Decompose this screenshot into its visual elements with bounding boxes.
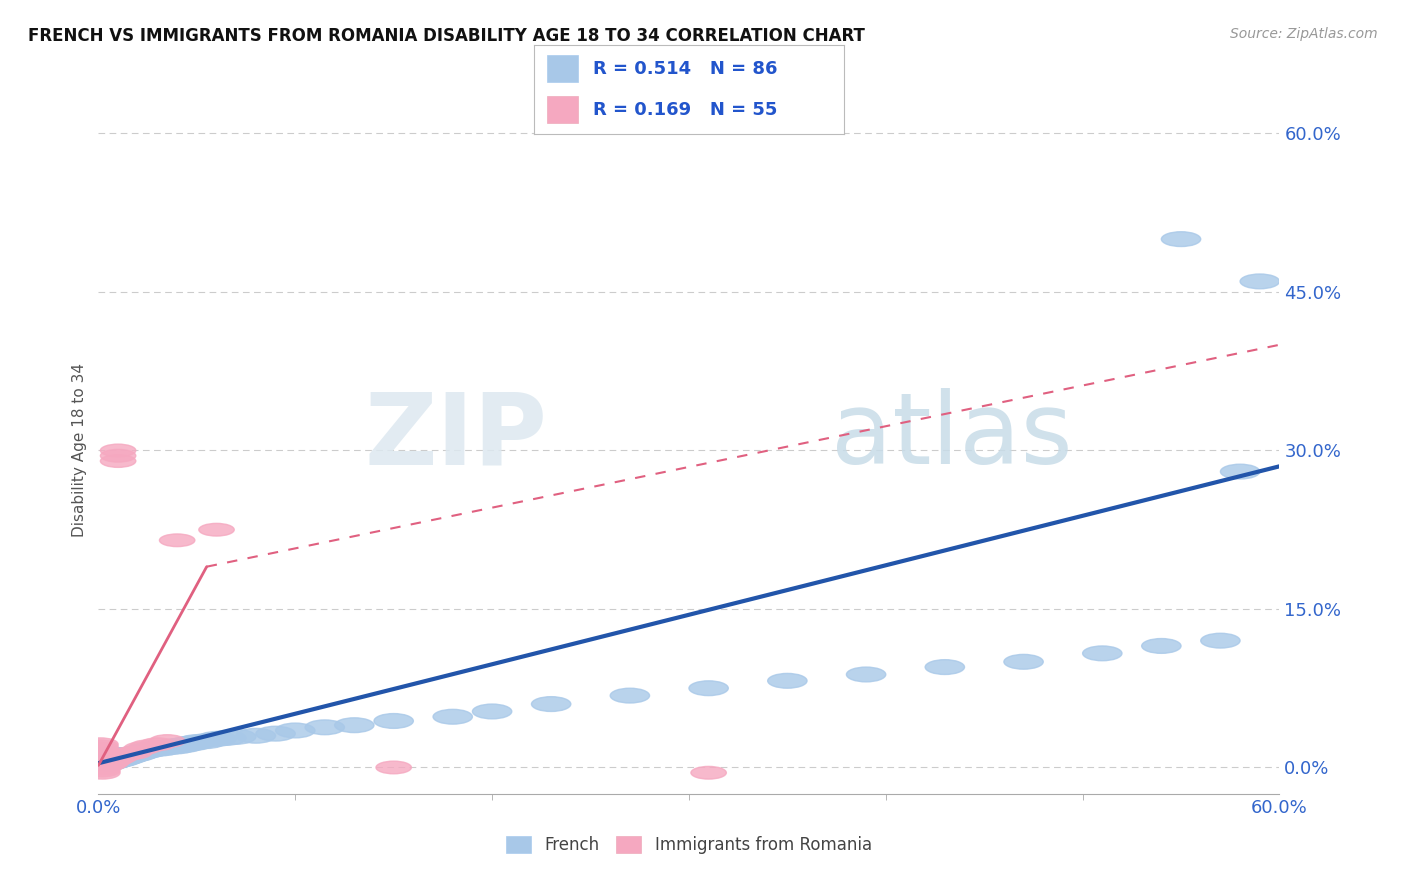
Text: FRENCH VS IMMIGRANTS FROM ROMANIA DISABILITY AGE 18 TO 34 CORRELATION CHART: FRENCH VS IMMIGRANTS FROM ROMANIA DISABI…: [28, 27, 865, 45]
Text: atlas: atlas: [831, 388, 1073, 485]
FancyBboxPatch shape: [547, 55, 578, 82]
Text: R = 0.169   N = 55: R = 0.169 N = 55: [593, 101, 778, 119]
Legend: French, Immigrants from Romania: French, Immigrants from Romania: [499, 830, 879, 861]
Text: Source: ZipAtlas.com: Source: ZipAtlas.com: [1230, 27, 1378, 41]
Y-axis label: Disability Age 18 to 34: Disability Age 18 to 34: [72, 363, 87, 538]
FancyBboxPatch shape: [547, 96, 578, 123]
Text: R = 0.514   N = 86: R = 0.514 N = 86: [593, 60, 778, 78]
Text: ZIP: ZIP: [364, 388, 547, 485]
